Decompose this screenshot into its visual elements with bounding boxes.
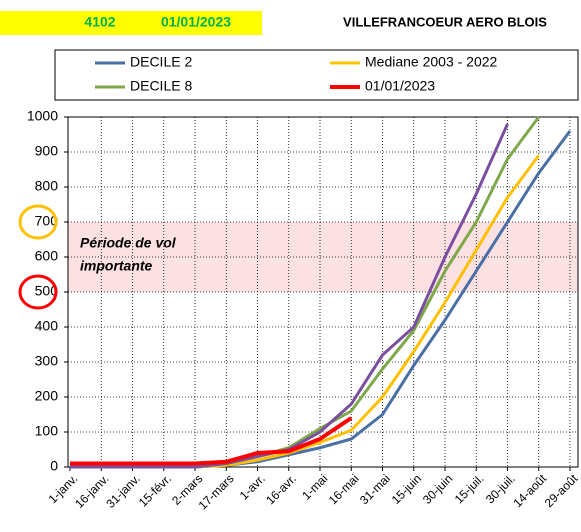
legend-label: Mediane 2003 - 2022 [365,54,498,70]
x-tick-label: 15-févr. [136,471,174,509]
legend-label: DECILE 2 [130,54,192,70]
y-tick-label: 1000 [27,108,58,124]
y-tick-label: 300 [35,353,59,369]
annotation: importante [80,258,153,274]
legend-label: 01/01/2023 [365,78,435,94]
x-tick-label: 17-mars [196,471,237,512]
y-tick-label: 900 [35,143,59,159]
header-date: 01/01/2023 [161,14,231,30]
plot-frame [67,116,579,468]
series-line [70,416,353,466]
legend-box [54,49,579,101]
y-tick-label: 400 [35,318,59,334]
legend-label: DECILE 8 [130,78,192,94]
y-tick-label: 200 [35,388,59,404]
header-box [0,11,262,35]
x-tick-label: 30-juin [420,471,455,506]
y-tick-label: 0 [50,458,58,474]
x-tick-label: 15-juin [389,471,424,506]
x-tick-label: 29-août [542,471,581,510]
y-tick-label: 100 [35,423,59,439]
header-code: 4102 [84,14,115,30]
series-line [70,154,540,469]
x-tick-label: 31-mai [357,471,393,507]
x-tick-label: 16-avr. [263,471,299,507]
tick-highlight [18,274,58,310]
x-tick-label: 15-juil. [452,471,487,506]
annotation: Période de vol [80,235,177,251]
x-tick-label: 14-août [510,471,549,510]
x-tick-label: 31-janv. [103,471,142,510]
y-tick-label: 700 [35,213,59,229]
x-tick-label: 16-janv. [72,471,111,510]
y-tick-label: 800 [35,178,59,194]
series-line [70,123,509,469]
y-tick-label: 500 [35,283,59,299]
y-tick-label: 600 [35,248,59,264]
tick-highlight [18,204,58,240]
x-tick-label: 16-mai [326,471,362,507]
chart-title: VILLEFRANCOEUR AERO BLOIS [343,14,547,29]
